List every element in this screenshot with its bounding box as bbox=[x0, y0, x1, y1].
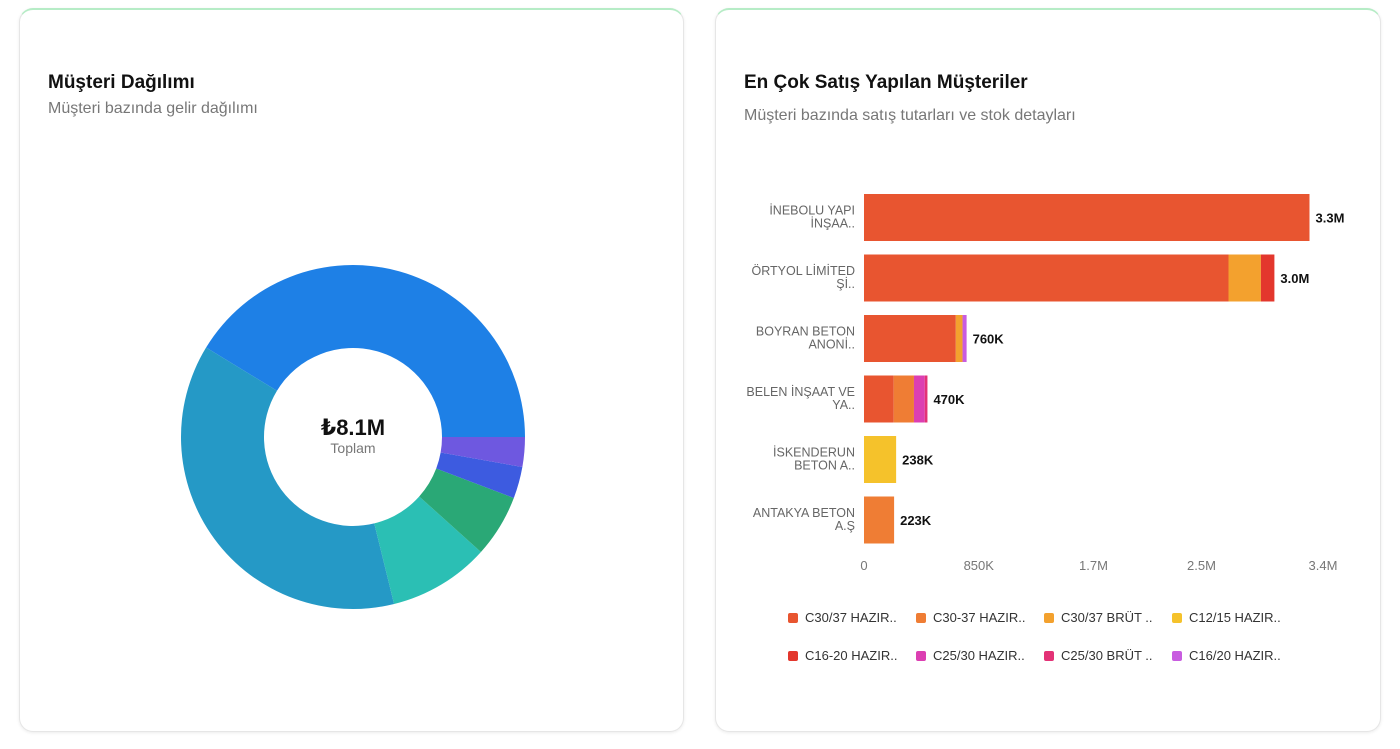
bar-segment[interactable] bbox=[864, 496, 895, 544]
y-tick-label: İNEBOLU YAPI İNŞAA.. bbox=[769, 204, 855, 231]
bar-segment[interactable] bbox=[1228, 254, 1261, 302]
legend-item[interactable]: C25/30 HAZIR.. bbox=[916, 648, 1025, 663]
bar-segment[interactable] bbox=[864, 194, 1310, 241]
legend-label: C16-20 HAZIR.. bbox=[805, 648, 898, 663]
legend-label: C30/37 HAZIR.. bbox=[805, 610, 897, 625]
x-tick-label: 1.7M bbox=[1079, 558, 1108, 573]
legend-swatch bbox=[1044, 650, 1054, 661]
customer-distribution-card: Müşteri Dağılımı Müşteri bazında gelir d… bbox=[19, 8, 684, 732]
bar-segment[interactable] bbox=[913, 375, 925, 423]
x-tick-label: 2.5M bbox=[1187, 558, 1216, 573]
card-title: Müşteri Dağılımı bbox=[48, 72, 195, 93]
bar-segment[interactable] bbox=[1260, 254, 1275, 302]
bar-segment[interactable] bbox=[864, 375, 894, 423]
card-subtitle: Müşteri bazında gelir dağılımı bbox=[48, 100, 258, 117]
donut-chart: ₺8.1M Toplam bbox=[181, 264, 526, 609]
bar-segment[interactable] bbox=[962, 315, 967, 362]
legend-label: C30/37 BRÜT .. bbox=[1061, 610, 1153, 625]
legend-label: C12/15 HAZIR.. bbox=[1189, 610, 1281, 625]
donut-slice[interactable] bbox=[440, 437, 525, 468]
bar-total-label: 223K bbox=[900, 513, 932, 528]
x-tick-label: 850K bbox=[964, 558, 995, 573]
card-title: En Çok Satış Yapılan Müşteriler bbox=[744, 72, 1028, 93]
bar-total-label: 238K bbox=[902, 453, 934, 468]
legend-swatch bbox=[788, 612, 798, 623]
bar-total-label: 760K bbox=[973, 332, 1005, 347]
legend-item[interactable]: C12/15 HAZIR.. bbox=[1172, 610, 1281, 625]
x-tick-label: 3.4M bbox=[1309, 558, 1338, 573]
bar-segment[interactable] bbox=[864, 315, 956, 362]
bar-segment[interactable] bbox=[955, 315, 963, 362]
legend-label: C25/30 HAZIR.. bbox=[933, 648, 1025, 663]
legend-swatch bbox=[1172, 650, 1182, 661]
donut-slice[interactable] bbox=[374, 496, 481, 605]
donut-slice[interactable] bbox=[419, 468, 514, 552]
y-tick-label: BELEN İNŞAAT VE YA.. bbox=[746, 385, 855, 412]
legend-item[interactable]: C30-37 HAZIR.. bbox=[916, 610, 1025, 625]
legend-swatch bbox=[788, 650, 798, 661]
bar-segment[interactable] bbox=[893, 375, 914, 423]
donut-slice[interactable] bbox=[181, 347, 395, 609]
top-customers-card: En Çok Satış Yapılan Müşteriler Müşteri … bbox=[715, 8, 1381, 732]
bar-total-label: 470K bbox=[933, 392, 965, 407]
bar-segment[interactable] bbox=[864, 436, 897, 483]
y-tick-label: ÖRTYOL LİMİTED Şİ.. bbox=[752, 264, 856, 291]
card-subtitle: Müşteri bazında satış tutarları ve stok … bbox=[744, 107, 1076, 124]
legend-item[interactable]: C30/37 HAZIR.. bbox=[788, 610, 897, 625]
bar-total-label: 3.0M bbox=[1280, 271, 1309, 286]
legend-swatch bbox=[916, 650, 926, 661]
legend-swatch bbox=[1172, 612, 1182, 623]
bar-segment[interactable] bbox=[864, 254, 1229, 302]
bar-segment[interactable] bbox=[924, 375, 928, 423]
donut-slice[interactable] bbox=[436, 452, 523, 498]
donut-slice[interactable] bbox=[206, 264, 526, 437]
y-tick-label: BOYRAN BETON ANONİ.. bbox=[756, 325, 855, 352]
legend-item[interactable]: C16-20 HAZIR.. bbox=[788, 648, 897, 663]
legend-swatch bbox=[916, 612, 926, 623]
donut-center-value: ₺8.1M bbox=[321, 415, 385, 440]
legend-label: C16/20 HAZIR.. bbox=[1189, 648, 1281, 663]
legend-item[interactable]: C30/37 BRÜT .. bbox=[1044, 610, 1153, 625]
y-tick-label: İSKENDERUN BETON A.. bbox=[773, 446, 855, 473]
legend-label: C25/30 BRÜT .. bbox=[1061, 648, 1153, 663]
legend-label: C30-37 HAZIR.. bbox=[933, 610, 1026, 625]
legend-item[interactable]: C25/30 BRÜT .. bbox=[1044, 648, 1153, 663]
donut-center-label: Toplam bbox=[330, 440, 375, 456]
stacked-bar-chart: İNEBOLU YAPI İNŞAA.. ÖRTYOL LİMİTED Şİ.. BOY… bbox=[746, 194, 1345, 573]
legend-swatch bbox=[1044, 612, 1054, 623]
bar-total-label: 3.3M bbox=[1316, 211, 1345, 226]
x-tick-label: 0 bbox=[860, 558, 867, 573]
legend-item[interactable]: C16/20 HAZIR.. bbox=[1172, 648, 1281, 663]
y-tick-label: ANTAKYA BETON A.Ş bbox=[753, 506, 855, 533]
